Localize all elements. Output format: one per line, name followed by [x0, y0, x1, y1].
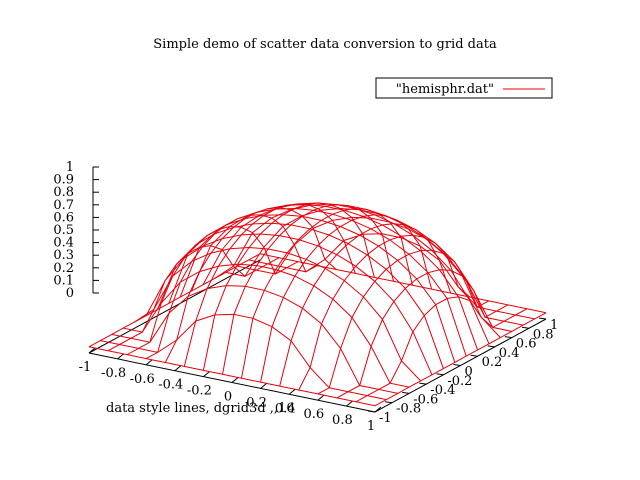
- z-tick-label: 0.7: [53, 198, 74, 213]
- z-tick-label: 0.4: [53, 236, 74, 251]
- y-tick-label: -0.2: [447, 374, 472, 389]
- x-tick-label: 0.2: [246, 395, 267, 410]
- y-tick: [487, 345, 495, 348]
- surface-line-y: [214, 203, 501, 338]
- surface-line-x: [183, 203, 356, 367]
- surface-line-y: [237, 216, 524, 326]
- x-tick: [88, 347, 96, 354]
- legend-label: "hemisphr.dat": [396, 82, 494, 97]
- y-tick: [470, 354, 478, 357]
- surface-line-y: [248, 233, 535, 320]
- z-tick-label: 0.9: [53, 173, 74, 188]
- x-tick-label: -0.8: [101, 366, 126, 381]
- surface-line-y: [259, 253, 547, 314]
- surface-line-x: [298, 234, 471, 391]
- z-tick-label: 0.1: [53, 273, 74, 288]
- y-tick-label: -0.6: [413, 392, 438, 407]
- x-tick: [288, 388, 296, 395]
- surface-line-y: [100, 313, 387, 401]
- x-tick: [346, 400, 353, 407]
- x-tick: [145, 359, 153, 366]
- y-tick-label: -0.4: [430, 383, 455, 398]
- x-tick-label: -0.2: [187, 384, 212, 399]
- x-tick-label: -1: [79, 360, 92, 375]
- surface-line-y: [179, 207, 467, 357]
- chart-title: Simple demo of scatter data conversion t…: [153, 37, 497, 52]
- surface-line-x: [107, 245, 280, 352]
- x-tick: [203, 371, 210, 377]
- surface-line-x: [126, 225, 299, 356]
- y-tick: [385, 401, 393, 404]
- surface-line-y: [202, 202, 490, 345]
- x-tick-label: -0.4: [158, 378, 183, 393]
- surface-line-x: [241, 207, 413, 379]
- y-tick-label: 0.2: [482, 355, 503, 370]
- legend-box: [375, 77, 553, 99]
- x-axis-label: data style lines, dgrid3d ,,16: [106, 401, 295, 416]
- surface-line-x: [202, 202, 375, 371]
- x-tick-label: 0.4: [275, 401, 296, 416]
- surface-line-x: [279, 223, 452, 387]
- x-tick: [374, 406, 382, 413]
- surface-line-x: [222, 204, 394, 375]
- x-tick: [317, 394, 325, 401]
- y-tick-label: -0.8: [396, 402, 421, 417]
- axes: -1 -0.8 -0.6 -0.4 -0.2 0 0.2 0.4 0.6 0.8 1-1-0.8-0…: [53, 160, 558, 434]
- surface-line-y: [123, 263, 410, 388]
- y-tick-label: 0.4: [499, 346, 520, 361]
- surface-line-y: [88, 346, 376, 407]
- surface-mesh: [88, 202, 547, 407]
- x-tick: [174, 365, 182, 372]
- surface-line-x: [374, 312, 547, 407]
- surface-line-y: [145, 233, 433, 376]
- surface-line-y: [156, 222, 444, 369]
- z-tick-label: 0.8: [53, 185, 74, 200]
- z-tick-label: 0.3: [53, 248, 74, 263]
- y-tick: [367, 410, 376, 413]
- surface-line-x: [355, 296, 528, 403]
- surface-line-y: [191, 204, 479, 351]
- surface-line-x: [317, 249, 490, 395]
- y-tick-label: 0.8: [533, 327, 554, 342]
- y-tick: [521, 326, 529, 329]
- surface-line-y: [111, 285, 398, 394]
- z-tick-label: 1: [66, 160, 74, 175]
- surface-line-y: [225, 207, 512, 332]
- surface-line-x: [88, 253, 261, 348]
- x-tick-label: 1: [367, 419, 375, 434]
- y-tick-label: 0.6: [516, 337, 537, 352]
- x-tick: [231, 377, 239, 383]
- surface-line-x: [336, 269, 509, 399]
- z-tick-label: 0.2: [53, 261, 74, 276]
- x-tick: [260, 383, 267, 389]
- x-tick-label: 0: [224, 390, 232, 405]
- y-tick: [453, 364, 461, 366]
- z-tick-label: 0.6: [53, 210, 74, 225]
- y-tick-label: 1: [550, 318, 558, 333]
- x-tick-label: 0.8: [332, 413, 353, 428]
- surface-line-y: [168, 214, 456, 363]
- y-tick: [504, 336, 512, 339]
- x-tick: [117, 353, 124, 360]
- legend: "hemisphr.dat": [375, 77, 553, 99]
- x-tick-label: -0.6: [130, 372, 155, 387]
- y-tick-label: -1: [379, 411, 392, 426]
- y-tick-label: 0: [465, 365, 473, 380]
- x-tick-label: 0.6: [303, 407, 324, 422]
- z-tick-label: 0.5: [53, 223, 74, 238]
- y-tick: [402, 391, 410, 394]
- y-tick: [436, 373, 444, 376]
- y-tick: [538, 317, 547, 320]
- y-tick: [419, 382, 427, 385]
- surface-line-x: [164, 207, 337, 363]
- z-tick-label: 0: [66, 286, 74, 301]
